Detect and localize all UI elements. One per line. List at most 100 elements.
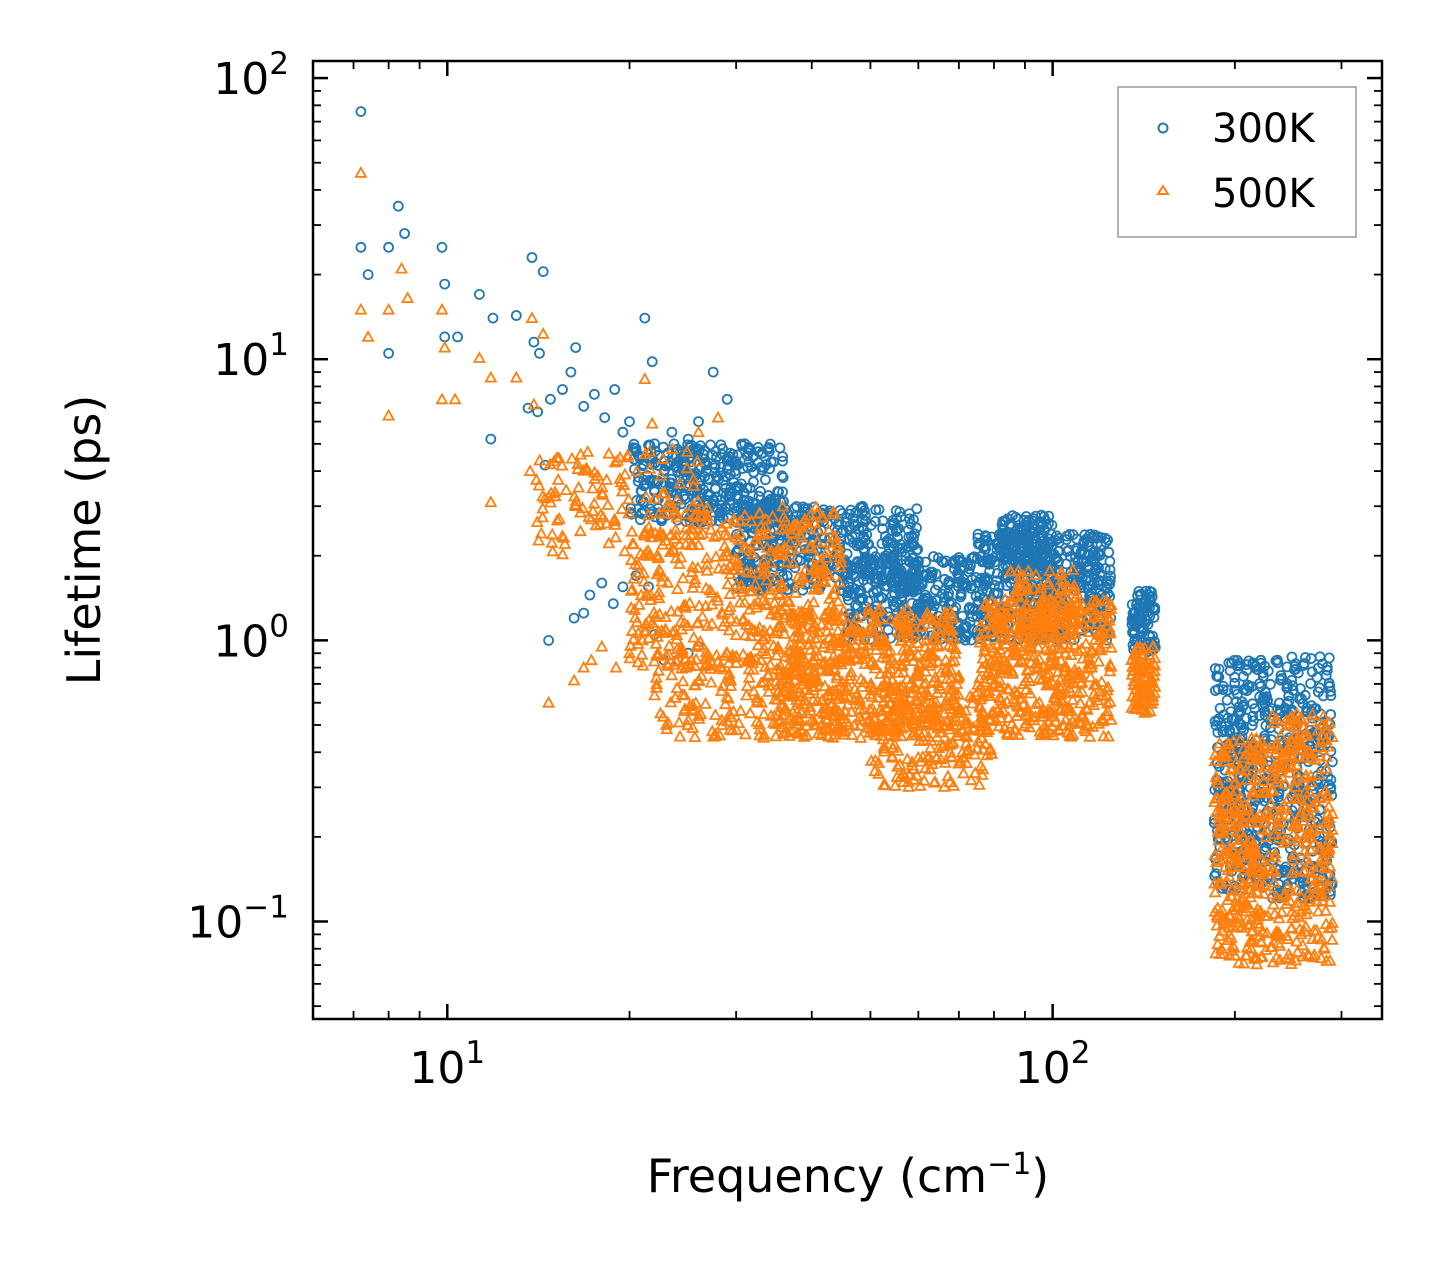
data-point-300K: [854, 595, 866, 606]
data-point-500K: [658, 610, 673, 622]
data-point-500K: [652, 591, 666, 604]
data-point-500K: [1025, 710, 1040, 722]
data-point-500K: [1217, 826, 1231, 839]
data-point-300K: [712, 503, 724, 515]
data-point-500K: [789, 666, 804, 679]
data-point-300K: [526, 252, 538, 263]
data-point-500K: [558, 537, 572, 549]
data-point-300K: [972, 538, 984, 550]
data-point-300K: [1298, 660, 1310, 671]
data-point-300K: [742, 450, 753, 462]
data-point-500K: [1020, 701, 1035, 714]
data-point-500K: [534, 526, 548, 539]
data-point-300K: [510, 310, 522, 321]
data-point-300K: [1142, 589, 1154, 600]
data-point-500K: [1127, 674, 1141, 687]
data-point-500K: [677, 704, 691, 716]
data-point-500K: [873, 667, 888, 679]
data-point-500K: [723, 558, 737, 571]
data-point-500K: [545, 527, 559, 540]
data-point-500K: [738, 628, 752, 641]
data-point-500K: [672, 715, 686, 728]
data-point-500K: [792, 624, 806, 637]
data-point-500K: [1092, 716, 1106, 729]
data-point-500K: [1083, 625, 1097, 637]
data-point-500K: [1060, 592, 1074, 605]
data-point-500K: [833, 560, 847, 572]
data-point-500K: [575, 501, 590, 513]
data-point-500K: [1081, 662, 1095, 674]
data-point-500K: [831, 623, 845, 636]
data-point-500K: [670, 493, 684, 506]
data-point-500K: [986, 641, 1000, 653]
data-point-300K: [1325, 690, 1337, 702]
data-point-500K: [1147, 664, 1162, 677]
data-point-500K: [591, 468, 605, 481]
data-point-500K: [776, 499, 790, 512]
data-point-300K: [626, 508, 637, 520]
data-point-500K: [667, 543, 681, 556]
data-point-500K: [939, 699, 953, 711]
data-point-500K: [922, 655, 936, 668]
data-point-500K: [854, 672, 868, 685]
data-point-500K: [723, 567, 737, 580]
data-point-500K: [1225, 889, 1239, 902]
data-point-300K: [835, 527, 847, 538]
data-point-500K: [1103, 624, 1117, 637]
data-point-500K: [909, 728, 923, 741]
data-point-500K: [1026, 596, 1041, 609]
data-point-300K: [383, 241, 395, 253]
data-point-500K: [693, 528, 707, 540]
data-point-500K: [685, 565, 699, 578]
data-point-500K: [720, 548, 734, 561]
data-point-500K: [1031, 661, 1045, 673]
data-point-300K: [1075, 548, 1087, 560]
data-point-300K: [1067, 529, 1079, 540]
data-point-300K: [959, 561, 971, 573]
data-point-500K: [982, 684, 996, 697]
data-point-300K: [599, 412, 611, 424]
data-point-300K: [710, 483, 721, 495]
data-point-300K: [847, 512, 859, 524]
data-point-500K: [868, 764, 882, 777]
data-point-300K: [1231, 696, 1242, 708]
data-point-500K: [655, 569, 669, 582]
data-point-500K: [999, 632, 1013, 645]
data-point-500K: [952, 668, 966, 681]
data-point-300K: [1036, 552, 1047, 564]
data-point-500K: [770, 648, 784, 661]
data-point-500K: [826, 633, 840, 645]
data-point-300K: [1231, 660, 1243, 672]
data-point-500K: [884, 612, 898, 625]
data-point-300K: [1091, 564, 1102, 576]
data-point-300K: [578, 400, 590, 412]
data-point-500K: [881, 690, 895, 703]
data-point-500K: [1213, 736, 1227, 749]
data-point-300K: [487, 312, 499, 324]
data-point-500K: [907, 679, 921, 691]
data-point-500K: [744, 653, 758, 666]
data-point-500K: [884, 662, 898, 674]
data-point-300K: [584, 589, 596, 601]
data-point-500K: [937, 780, 951, 792]
data-point-500K: [718, 697, 732, 710]
data-point-500K: [807, 595, 821, 608]
data-point-300K: [875, 557, 886, 568]
data-point-300K: [635, 485, 647, 497]
data-point-500K: [822, 568, 836, 581]
data-point-500K: [739, 688, 754, 701]
data-point-500K: [864, 753, 878, 766]
data-point-300K: [1281, 698, 1293, 709]
data-point-500K: [584, 653, 598, 666]
data-point-500K: [733, 514, 747, 527]
data-point-300K: [903, 572, 915, 583]
data-point-300K: [1104, 564, 1116, 576]
data-point-500K: [724, 611, 738, 624]
data-point-500K: [894, 769, 908, 782]
data-point-500K: [630, 464, 644, 477]
data-point-500K: [1087, 678, 1101, 691]
data-point-300K: [887, 537, 899, 549]
data-point-300K: [1053, 556, 1064, 567]
data-point-300K: [860, 515, 871, 527]
data-point-300K: [870, 504, 882, 516]
